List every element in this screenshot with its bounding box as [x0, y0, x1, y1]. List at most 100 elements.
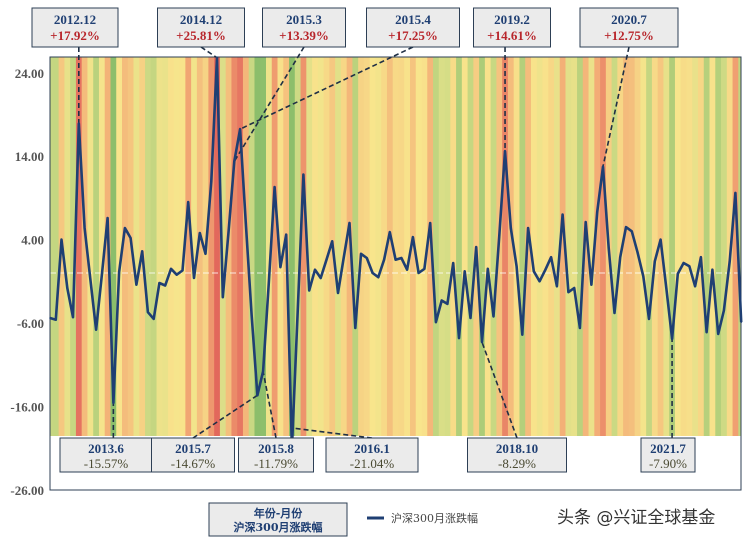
- heat-stripe: [674, 57, 682, 436]
- annotation-box: [366, 7, 460, 48]
- data-point: [723, 309, 725, 312]
- data-point: [245, 222, 247, 224]
- heat-stripe: [421, 57, 428, 436]
- annotation-date: 2021.7: [650, 441, 686, 456]
- y-tick-label: 4.00: [21, 233, 44, 248]
- data-point: [60, 238, 63, 241]
- data-point: [170, 268, 172, 270]
- annotation-value: -7.90%: [649, 456, 687, 471]
- annotation-box: [579, 7, 679, 48]
- series-points: [49, 56, 742, 450]
- data-point: [665, 287, 668, 289]
- data-point: [700, 256, 702, 258]
- data-point: [366, 257, 368, 259]
- heat-stripe: [502, 57, 509, 436]
- data-point: [567, 291, 570, 293]
- data-point: [429, 222, 431, 224]
- heat-stripe: [571, 57, 578, 436]
- heat-stripe: [231, 57, 238, 436]
- data-point: [510, 227, 512, 229]
- data-point: [481, 341, 483, 343]
- heat-stripe: [433, 57, 440, 436]
- y-axis: 24.00 14.00 4.00 -6.00 -16.00 -26.00: [10, 66, 44, 498]
- heat-stripe: [588, 57, 595, 436]
- heat-stripe: [536, 57, 543, 436]
- data-point: [412, 236, 414, 238]
- data-point: [648, 318, 650, 320]
- annotation-value: -14.67%: [171, 456, 216, 471]
- heat-stripe: [219, 57, 227, 436]
- annotation-value: +14.61%: [487, 28, 537, 43]
- heat-stripe: [461, 57, 468, 436]
- annotation-leaders: [78, 46, 673, 439]
- data-point: [383, 258, 385, 261]
- heat-stripe: [98, 57, 106, 436]
- data-point: [135, 283, 138, 286]
- heat-stripe: [116, 57, 123, 436]
- data-point: [705, 331, 708, 334]
- heat-stripes: [50, 57, 742, 436]
- heat-stripe: [565, 57, 572, 436]
- annotation-boxes: 2012.12+17.92% 2014.12+25.81% 2015.3+13.39…: [31, 7, 696, 473]
- data-point: [49, 317, 51, 319]
- legend: 年份-月份 沪深300月涨跌幅 沪深300月涨跌幅: [208, 502, 478, 537]
- data-point: [389, 231, 391, 233]
- annotation-date: 2012.12: [54, 12, 96, 27]
- data-point: [89, 278, 92, 280]
- data-point: [268, 280, 270, 283]
- data-point: [66, 287, 69, 289]
- data-point: [72, 316, 74, 319]
- data-point: [279, 266, 282, 268]
- data-point: [504, 150, 506, 152]
- data-point: [400, 257, 403, 259]
- heat-stripe: [168, 57, 175, 436]
- heat-stripe: [611, 57, 618, 436]
- heat-stripe: [306, 57, 313, 436]
- data-point: [740, 321, 742, 324]
- heat-stripe: [248, 57, 255, 436]
- heat-stripe: [208, 57, 215, 436]
- data-point: [492, 315, 495, 318]
- annotation-box: [262, 7, 346, 48]
- data-point: [325, 258, 328, 261]
- heat-stripe: [651, 57, 659, 436]
- heat-stripe: [191, 57, 198, 436]
- y-tick-label: 14.00: [15, 149, 44, 164]
- heat-stripe: [87, 57, 94, 436]
- legend-box: [208, 502, 348, 537]
- heat-stripe: [456, 57, 463, 436]
- heat-stripe: [162, 57, 169, 436]
- data-point: [717, 333, 719, 335]
- data-point: [590, 283, 593, 286]
- data-point: [659, 238, 662, 241]
- data-point: [337, 292, 339, 294]
- heat-stripe: [70, 57, 77, 436]
- data-point: [538, 280, 541, 283]
- data-point: [175, 273, 178, 276]
- annotation-box: [473, 7, 551, 48]
- annotation-value: -21.04%: [350, 456, 395, 471]
- annotation-value: +13.39%: [279, 28, 329, 43]
- data-point: [54, 318, 57, 321]
- annotation-leader: [200, 46, 218, 59]
- data-point: [452, 262, 455, 264]
- annotation-date: 2019.2: [494, 12, 530, 27]
- data-point: [83, 227, 86, 229]
- annotation-box: [467, 437, 567, 473]
- heat-stripe: [237, 57, 244, 436]
- heat-stripe: [340, 57, 348, 436]
- heat-stripe: [663, 57, 670, 436]
- data-point: [233, 160, 236, 163]
- heat-stripe: [386, 57, 394, 436]
- heat-stripe: [75, 57, 83, 436]
- y-tick-label: -26.00: [10, 483, 44, 498]
- annotation-leader: [262, 371, 277, 439]
- heat-stripe: [277, 57, 284, 436]
- annotation-date: 2020.7: [611, 12, 647, 27]
- y-tick-label: -6.00: [17, 316, 44, 331]
- heat-stripe: [110, 57, 117, 436]
- data-point: [527, 227, 529, 229]
- heat-stripe: [467, 57, 474, 436]
- data-point: [654, 260, 656, 263]
- data-point: [187, 201, 190, 203]
